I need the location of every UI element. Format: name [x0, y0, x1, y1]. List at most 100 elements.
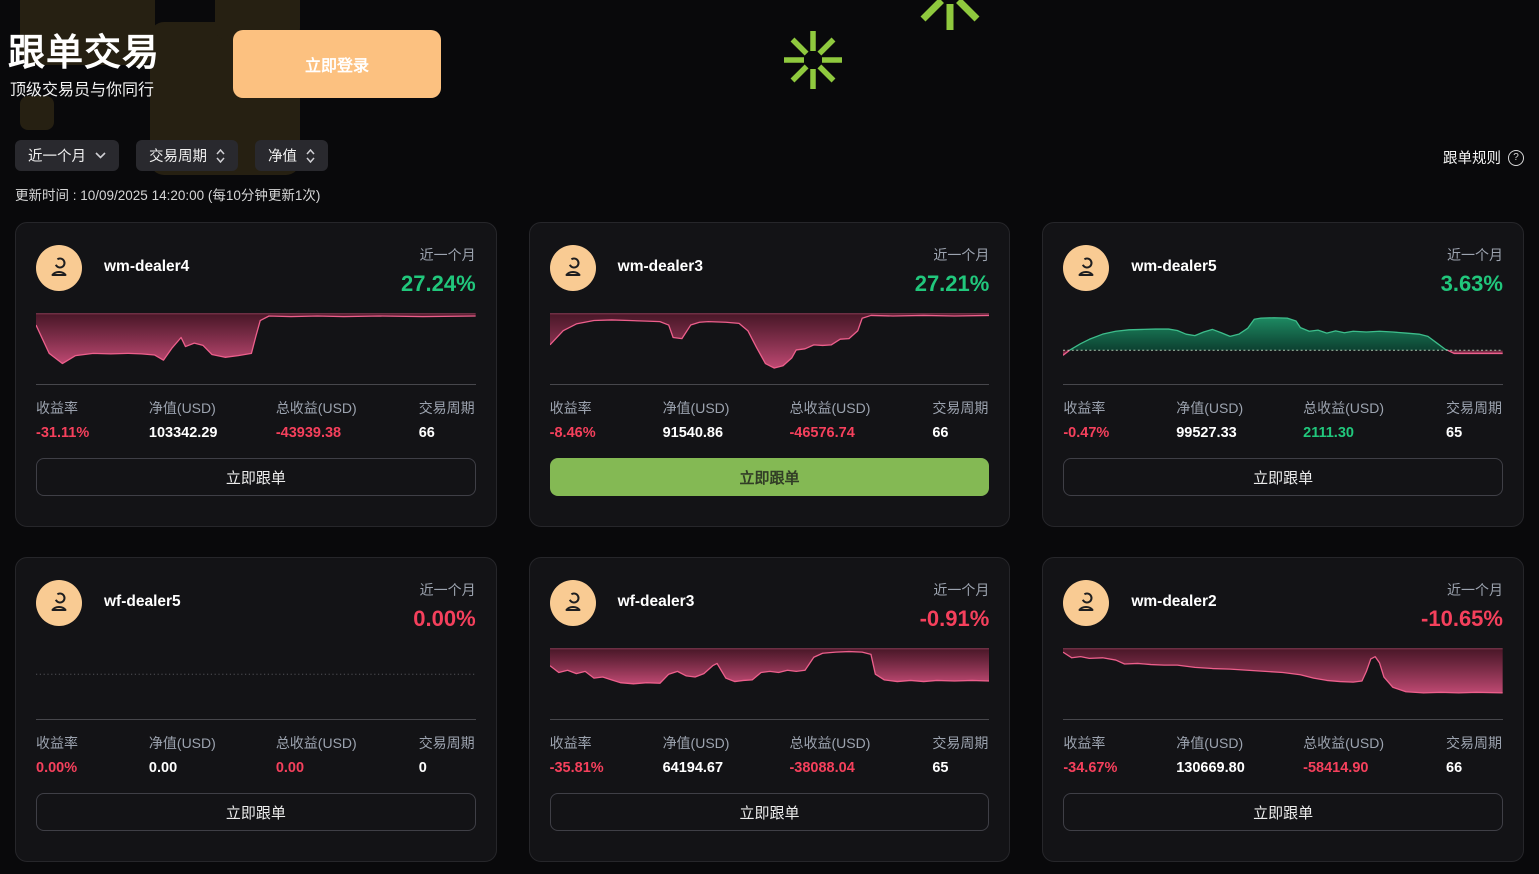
- cycle-value: 0: [418, 760, 427, 776]
- cycle-sort-button[interactable]: 交易周期: [136, 140, 238, 171]
- stats-row: 收益率 -34.67% 净值(USD) 130669.80 总收益(USD) -…: [1063, 720, 1503, 776]
- dealer-name: wf-dealer3: [617, 593, 695, 610]
- dealer-card[interactable]: wm-dealer4 近一个月 27.24% 收益率 -31.11% 净值(US…: [15, 222, 497, 527]
- net-value-label: 净值(USD): [148, 735, 216, 751]
- login-button[interactable]: 立即登录: [233, 30, 441, 98]
- net-value-value: 0.00: [148, 760, 178, 776]
- cycle-value: 66: [418, 425, 435, 441]
- dealer-name: wm-dealer3: [617, 258, 703, 275]
- cycle-value: 65: [932, 760, 949, 776]
- avatar: [36, 245, 82, 291]
- spark-chart: [36, 646, 476, 720]
- dealer-name: wm-dealer5: [1131, 258, 1217, 275]
- return-rate-value: -34.67%: [1063, 760, 1118, 776]
- period-label: 近一个月: [1446, 247, 1503, 263]
- net-value-sort-label: 净值: [268, 149, 297, 165]
- dealer-card[interactable]: wf-dealer3 近一个月 -0.91% 收益率 -35.81% 净值(US…: [528, 557, 1011, 862]
- total-profit-value: -46576.74: [789, 425, 855, 441]
- cycle-label: 交易周期: [1446, 400, 1503, 416]
- rules-link-label: 跟单规则: [1443, 151, 1501, 167]
- dealer-card-grid: wm-dealer4 近一个月 27.24% 收益率 -31.11% 净值(US…: [15, 222, 1524, 862]
- net-value-label: 净值(USD): [148, 400, 216, 416]
- dealer-card[interactable]: wf-dealer5 近一个月 0.00% 收益率 0.00% 净值(USD) …: [15, 557, 497, 862]
- spark-chart: [1063, 311, 1503, 385]
- help-icon: ?: [1508, 149, 1524, 166]
- follow-button[interactable]: 立即跟单: [549, 793, 990, 831]
- net-value-label: 净值(USD): [1176, 735, 1244, 751]
- net-value-value: 64194.67: [662, 760, 724, 776]
- cycle-label: 交易周期: [932, 735, 989, 751]
- dealer-card[interactable]: wm-dealer3 近一个月 27.21% 收益率 -8.46% 净值(USD…: [528, 222, 1011, 527]
- dealer-card[interactable]: wm-dealer5 近一个月 3.63% 收益率 -0.47% 净值(USD)…: [1042, 222, 1524, 527]
- period-return: -0.91%: [919, 606, 990, 631]
- net-value-value: 130669.80: [1176, 760, 1245, 776]
- net-value-value: 103342.29: [148, 425, 218, 441]
- card-header: wm-dealer3 近一个月 27.21%: [549, 245, 990, 296]
- spark-chart: [36, 311, 476, 385]
- person-icon: [1078, 257, 1094, 276]
- net-value-sort-button[interactable]: 净值: [255, 140, 328, 171]
- net-value-value: 99527.33: [1176, 425, 1237, 441]
- return-rate-value: -35.81%: [549, 760, 604, 776]
- update-time: 更新时间 : 10/09/2025 14:20:00 (每10分钟更新1次): [15, 188, 321, 203]
- person-icon: [1078, 592, 1094, 611]
- net-value-label: 净值(USD): [662, 400, 730, 416]
- spark-chart: [1063, 646, 1503, 720]
- period-label: 近一个月: [933, 582, 990, 598]
- spark-chart: [549, 646, 990, 720]
- card-header: wm-dealer5 近一个月 3.63%: [1063, 245, 1503, 296]
- period-label: 近一个月: [933, 247, 990, 263]
- page-title: 跟单交易: [8, 32, 160, 73]
- dealer-name: wf-dealer5: [104, 593, 181, 610]
- follow-button[interactable]: 立即跟单: [36, 458, 476, 496]
- stats-row: 收益率 -35.81% 净值(USD) 64194.67 总收益(USD) -3…: [550, 720, 990, 776]
- rules-link[interactable]: 跟单规则 ?: [1443, 147, 1524, 168]
- return-rate-label: 收益率: [1063, 400, 1106, 416]
- card-header: wm-dealer2 近一个月 -10.65%: [1063, 580, 1503, 631]
- net-value-label: 净值(USD): [1176, 400, 1244, 416]
- follow-button[interactable]: 立即跟单: [549, 458, 990, 496]
- dealer-card[interactable]: wm-dealer2 近一个月 -10.65% 收益率 -34.67% 净值(U…: [1042, 557, 1524, 862]
- total-profit-label: 总收益(USD): [789, 735, 871, 751]
- period-label: 近一个月: [1446, 582, 1503, 598]
- avatar: [1063, 245, 1110, 291]
- period-return: 3.63%: [1440, 271, 1503, 296]
- period-return: 27.24%: [401, 271, 476, 296]
- background-shape: [20, 0, 155, 65]
- dealer-name: wm-dealer2: [1131, 593, 1217, 610]
- cycle-value: 66: [1446, 760, 1463, 776]
- cycle-label: 交易周期: [1446, 735, 1503, 751]
- return-rate-label: 收益率: [549, 735, 592, 751]
- chevron-down-icon: [95, 152, 106, 159]
- period-filter-label: 近一个月: [28, 149, 86, 165]
- sort-icon: [306, 148, 315, 163]
- person-icon: [51, 592, 67, 611]
- follow-button[interactable]: 立即跟单: [1063, 793, 1503, 831]
- cycle-value: 66: [932, 425, 949, 441]
- stats-row: 收益率 -0.47% 净值(USD) 99527.33 总收益(USD) 211…: [1063, 385, 1503, 441]
- card-header: wf-dealer5 近一个月 0.00%: [36, 580, 476, 631]
- cycle-sort-label: 交易周期: [149, 149, 207, 165]
- person-icon: [51, 257, 67, 276]
- avatar: [549, 580, 596, 626]
- follow-button[interactable]: 立即跟单: [1063, 458, 1503, 496]
- follow-button[interactable]: 立即跟单: [36, 793, 476, 831]
- dealer-name: wm-dealer4: [104, 258, 190, 275]
- card-header: wm-dealer4 近一个月 27.24%: [36, 245, 476, 296]
- filter-bar: 近一个月 交易周期 净值: [15, 140, 328, 171]
- total-profit-value: -58414.90: [1303, 760, 1369, 776]
- asterisk-icon: [920, 0, 980, 30]
- total-profit-value: -38088.04: [789, 760, 855, 776]
- return-rate-label: 收益率: [1063, 735, 1106, 751]
- period-return: -10.65%: [1421, 606, 1503, 631]
- sort-icon: [216, 148, 225, 163]
- avatar: [36, 580, 82, 626]
- person-icon: [565, 592, 581, 611]
- card-header: wf-dealer3 近一个月 -0.91%: [549, 580, 990, 631]
- net-value-label: 净值(USD): [662, 735, 730, 751]
- total-profit-value: -43939.38: [275, 425, 342, 441]
- return-rate-label: 收益率: [549, 400, 592, 416]
- net-value-value: 91540.86: [662, 425, 724, 441]
- avatar: [549, 245, 596, 291]
- period-filter-dropdown[interactable]: 近一个月: [15, 140, 119, 171]
